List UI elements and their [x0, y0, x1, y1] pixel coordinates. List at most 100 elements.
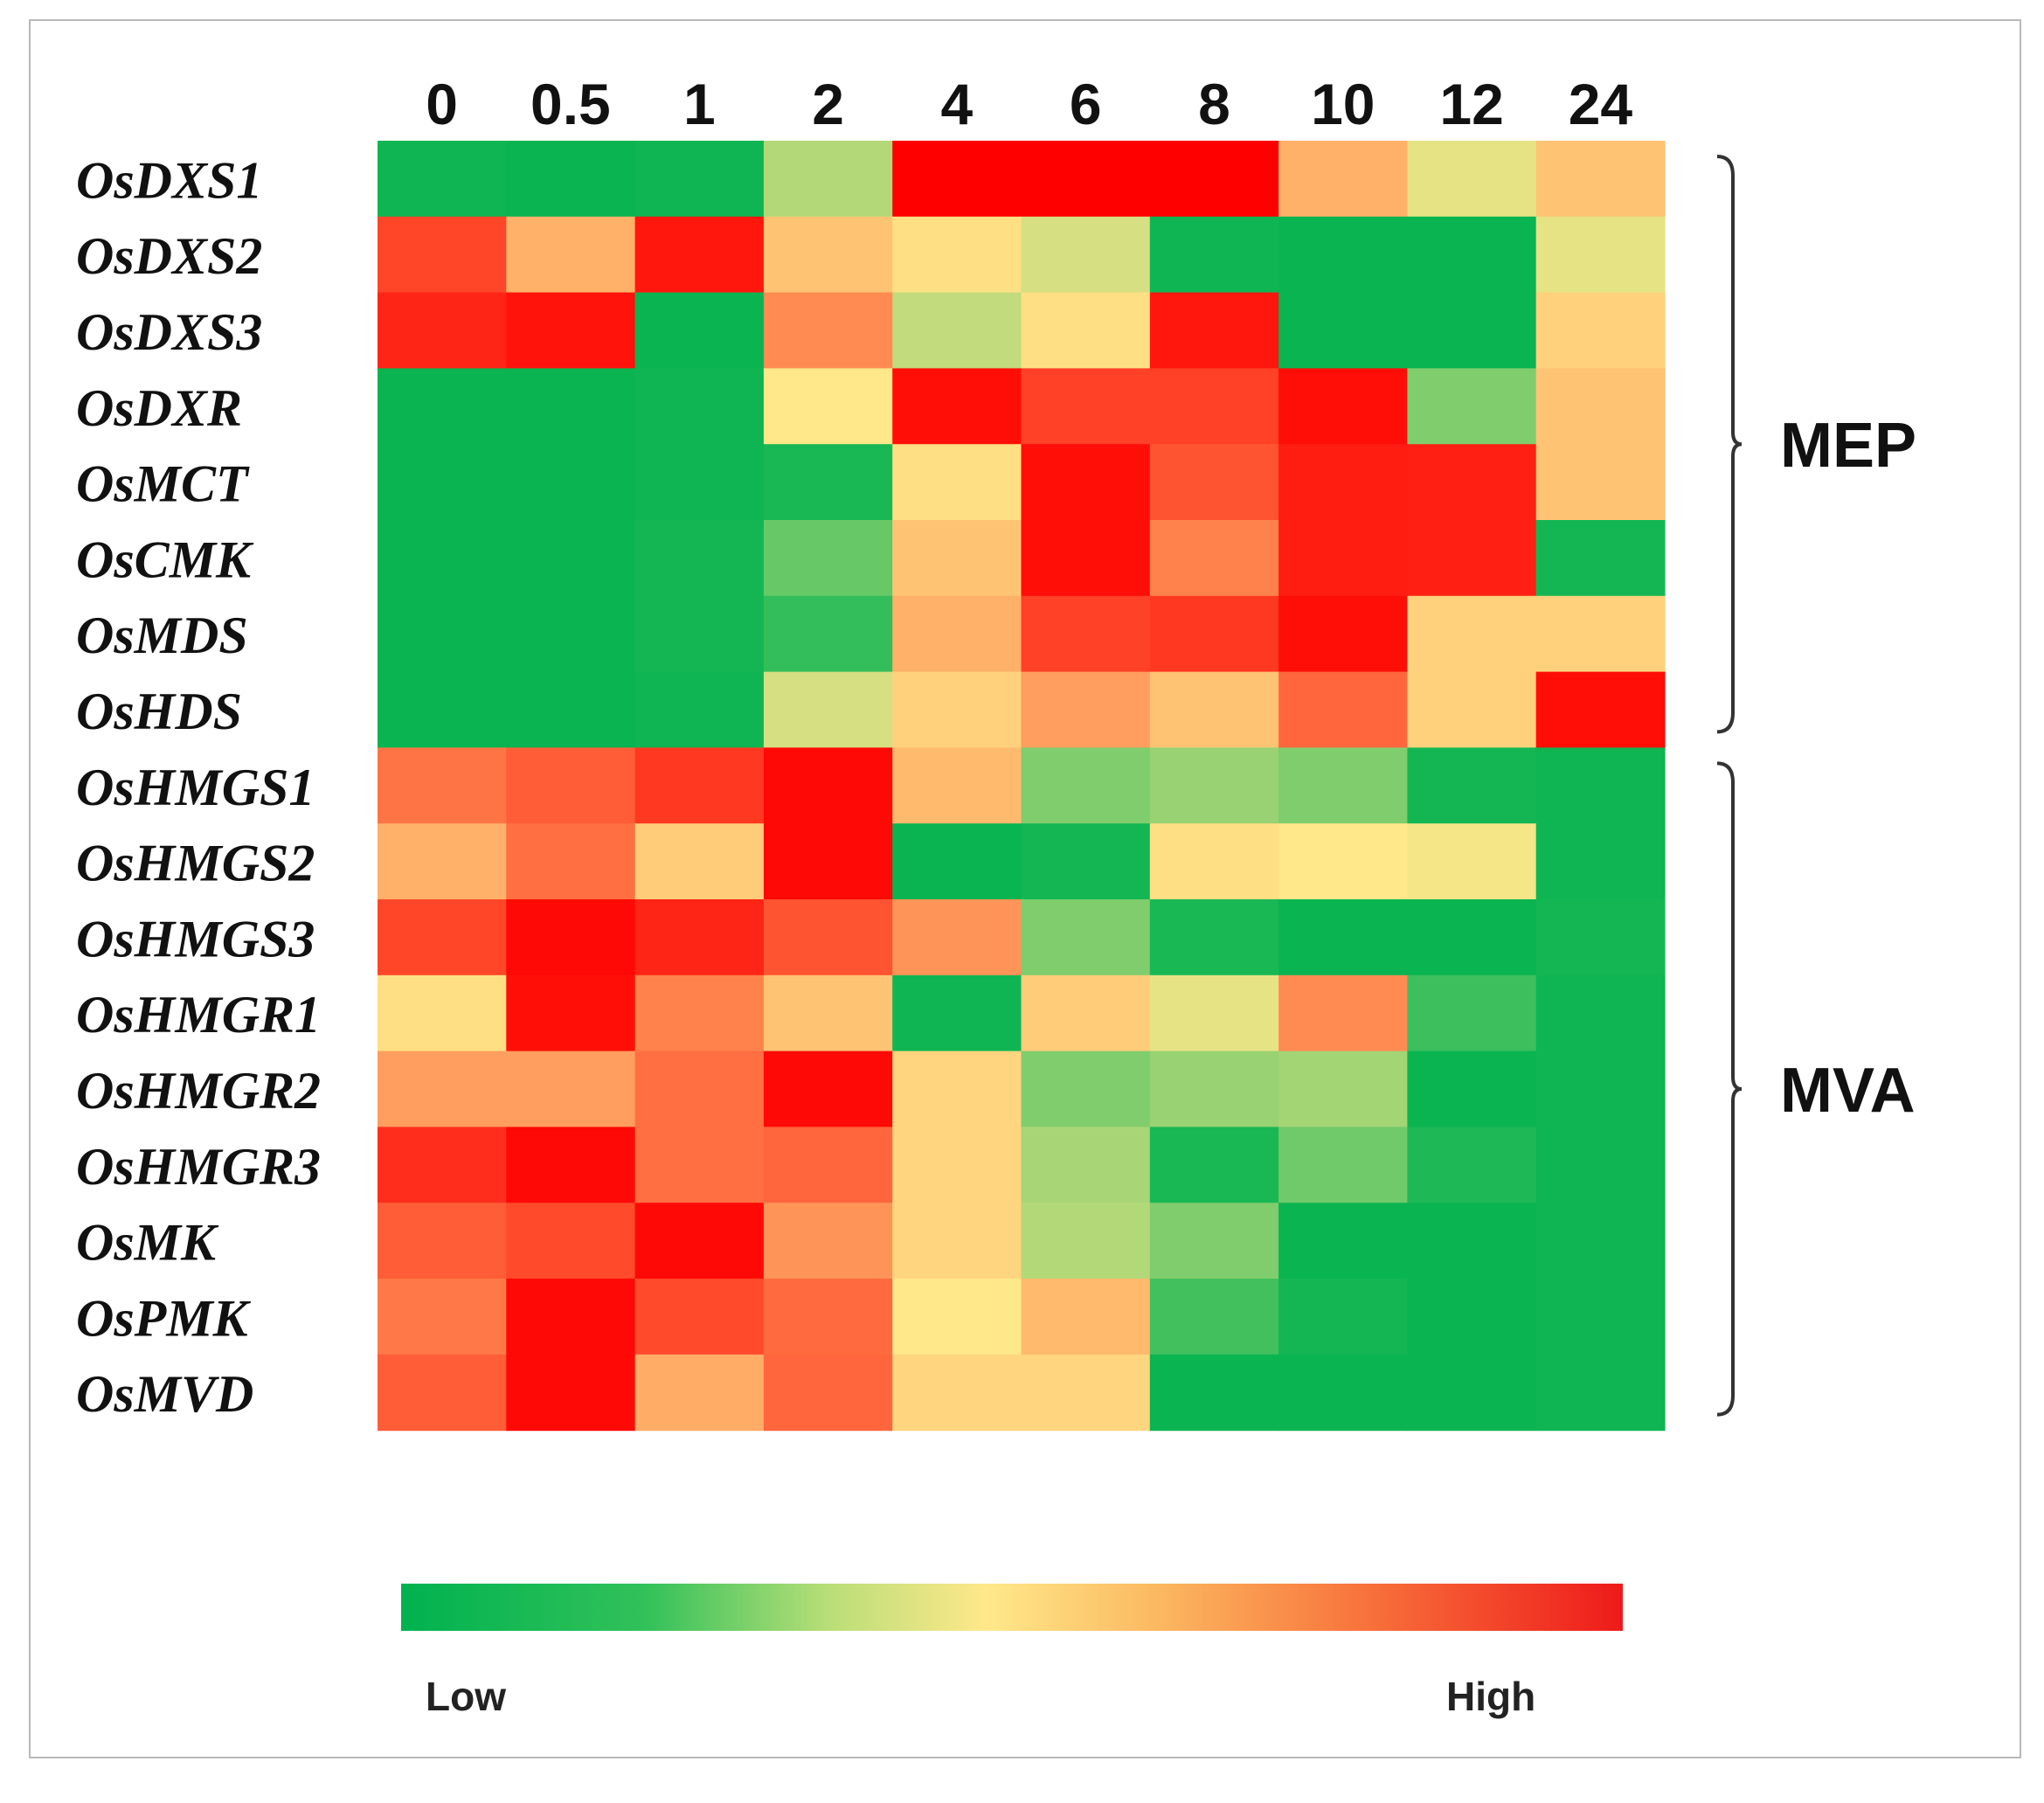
group-label-mva: MVA [1780, 1056, 1916, 1126]
heatmap-cell-OsMDS-2 [763, 595, 893, 673]
heatmap-cell-OsHMGS3-12 [1407, 899, 1537, 976]
heatmap-cell-OsHMGS2-10 [1278, 823, 1408, 900]
heatmap-cell-OsHMGS3-0.5 [506, 899, 636, 976]
heatmap-cell-OsDXS2-4 [892, 216, 1022, 294]
heatmap-cell-OsDXS2-24 [1535, 216, 1666, 294]
heatmap-cell-OsHMGS2-6 [1021, 823, 1151, 900]
heatmap-cell-OsHMGS1-0 [378, 747, 507, 824]
heatmap-cell-OsHMGS2-12 [1407, 823, 1537, 900]
heatmap-cell-OsHMGS2-0 [378, 823, 507, 900]
column-label: 8 [1198, 72, 1230, 136]
heatmap-cell-OsHMGR1-12 [1407, 974, 1537, 1052]
heatmap-cell-OsCMK-12 [1407, 520, 1537, 597]
heatmap-cell-OsHMGS3-0 [378, 899, 507, 976]
heatmap-cell-OsMDS-12 [1407, 595, 1537, 673]
heatmap-cell-OsDXS3-12 [1407, 292, 1537, 369]
heatmap-cell-OsHMGR2-12 [1407, 1051, 1537, 1127]
heatmap-cell-OsDXS2-8 [1149, 216, 1279, 294]
heatmap-cell-OsMVD-8 [1149, 1354, 1279, 1432]
heatmap-cell-OsHMGR3-12 [1407, 1127, 1537, 1203]
heatmap-cell-OsMK-0.5 [506, 1203, 636, 1279]
row-labels: OsDXS1 OsDXS2 OsDXS3 OsDXR OsMCT OsCMK OsMDS Os… [76, 151, 321, 1423]
heatmap-cell-OsDXS2-2 [763, 216, 893, 294]
column-label: 1 [683, 72, 716, 136]
heatmap-cell-OsHMGS3-10 [1278, 899, 1408, 976]
heatmap-cell-OsCMK-4 [892, 520, 1022, 597]
heatmap-cell-OsHMGR2-8 [1149, 1051, 1279, 1127]
heatmap-cell-OsPMK-10 [1278, 1279, 1408, 1356]
heatmap-cell-OsPMK-0.5 [506, 1279, 636, 1356]
row-label: OsHMGS2 [76, 835, 315, 892]
heatmap-cell-OsMK-1 [634, 1203, 765, 1279]
row-label: OsHMGS3 [76, 910, 315, 967]
row-label: OsMK [76, 1214, 219, 1272]
heatmap-cell-OsHMGR1-10 [1278, 974, 1408, 1052]
heatmap-cell-OsHMGR2-10 [1278, 1051, 1408, 1127]
row-label: OsHDS [76, 683, 242, 740]
heatmap-cell-OsPMK-24 [1535, 1279, 1666, 1356]
heatmap-cell-OsHMGR3-6 [1021, 1127, 1151, 1203]
column-label: 10 [1311, 72, 1375, 136]
heatmap-cell-OsMCT-12 [1407, 444, 1537, 521]
group-bracket-mva [1716, 761, 1743, 1417]
heatmap-cell-OsHMGR3-1 [634, 1127, 765, 1203]
heatmap-cell-OsDXS1-0 [378, 141, 507, 218]
heatmap-cell-OsHMGR2-0 [378, 1051, 507, 1127]
row-label: OsMCT [76, 455, 250, 513]
heatmap-cell-OsHMGS2-1 [634, 823, 765, 900]
heatmap-cell-OsDXS1-10 [1278, 141, 1408, 218]
heatmap-cell-OsCMK-6 [1021, 520, 1151, 597]
heatmap-cell-OsHMGR3-8 [1149, 1127, 1279, 1203]
heatmap-cell-OsDXS3-8 [1149, 292, 1279, 369]
heatmap-cell-OsHDS-6 [1021, 671, 1151, 748]
heatmap-cell-OsDXS3-0.5 [506, 292, 636, 369]
heatmap-cell-OsHMGR1-1 [634, 974, 765, 1052]
heatmap-cell-OsHDS-0.5 [506, 671, 636, 748]
heatmap-cell-OsHDS-8 [1149, 671, 1279, 748]
heatmap-cell-OsMDS-0 [378, 595, 507, 673]
heatmap-cell-OsDXS3-0 [378, 292, 507, 369]
heatmap-cell-OsHMGS1-6 [1021, 747, 1151, 824]
heatmap-cell-OsDXR-1 [634, 368, 765, 445]
row-label: OsHMGS1 [76, 759, 315, 816]
heatmap-cell-OsMVD-2 [763, 1354, 893, 1432]
heatmap-cell-OsHMGS2-24 [1535, 823, 1666, 900]
heatmap-cell-OsHMGS3-6 [1021, 899, 1151, 976]
heatmap-cell-OsHMGS1-4 [892, 747, 1022, 824]
row-label: OsHMGR1 [76, 986, 321, 1044]
column-label: 0 [426, 72, 458, 136]
heatmap-cell-OsDXR-12 [1407, 368, 1537, 445]
heatmap-cell-OsHMGR1-0.5 [506, 974, 636, 1052]
heatmap-cell-OsCMK-1 [634, 520, 765, 597]
heatmap-cell-OsDXR-4 [892, 368, 1022, 445]
heatmap-cell-OsCMK-0.5 [506, 520, 636, 597]
figure-frame: 0 0.5 1 2 4 6 8 10 12 24 OsDXS1 OsDXS2 OsDXS3 OsDXR O… [29, 19, 2021, 1758]
heatmap-cell-OsHMGR2-1 [634, 1051, 765, 1127]
heatmap-cell-OsHMGS2-2 [763, 823, 893, 900]
heatmap-cell-OsMVD-1 [634, 1354, 765, 1432]
heatmap-cell-OsHMGS1-8 [1149, 747, 1279, 824]
group-label-mep: MEP [1780, 411, 1916, 481]
row-label: OsDXR [76, 379, 242, 437]
legend-low-label: Low [426, 1674, 506, 1719]
heatmap-cell-OsHMGR3-10 [1278, 1127, 1408, 1203]
heatmap-cell-OsDXS1-24 [1535, 141, 1666, 218]
heatmap-cell-OsCMK-8 [1149, 520, 1279, 597]
heatmap-cell-OsMK-8 [1149, 1203, 1279, 1279]
heatmap-cell-OsHMGS1-24 [1535, 747, 1666, 824]
heatmap-cell-OsHDS-12 [1407, 671, 1537, 748]
heatmap-cell-OsMVD-4 [892, 1354, 1022, 1432]
heatmap-cell-OsHMGS3-2 [763, 899, 893, 976]
row-label: OsHMGR3 [76, 1138, 321, 1196]
heatmap-cell-OsMVD-6 [1021, 1354, 1151, 1432]
heatmap-cell-OsMDS-8 [1149, 595, 1279, 673]
heatmap-cell-OsDXS1-0.5 [506, 141, 636, 218]
heatmap-cell-OsMCT-2 [763, 444, 893, 521]
heatmap-cell-OsMCT-24 [1535, 444, 1666, 521]
heatmap-cell-OsDXR-8 [1149, 368, 1279, 445]
heatmap-cell-OsMCT-0 [378, 444, 507, 521]
row-label: OsHMGR2 [76, 1062, 321, 1120]
heatmap-cell-OsPMK-8 [1149, 1279, 1279, 1356]
heatmap-cell-OsMCT-4 [892, 444, 1022, 521]
heatmap-cell-OsMVD-0.5 [506, 1354, 636, 1432]
